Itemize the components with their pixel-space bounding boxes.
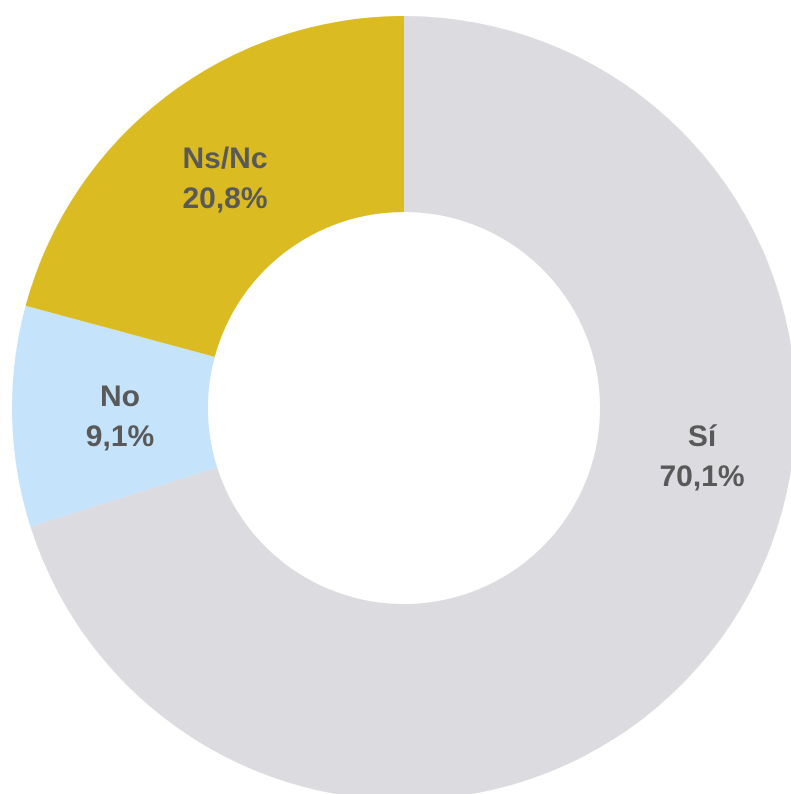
slice-category-label: Sí: [688, 420, 718, 453]
slice-category-label: No: [100, 380, 140, 413]
slice-category-label: Ns/Nc: [182, 142, 267, 175]
donut-slice: [30, 16, 791, 794]
donut-slice: [25, 16, 404, 357]
donut-slice: [11, 305, 218, 527]
slice-value-label: 70,1%: [659, 460, 744, 493]
slice-value-label: 9,1%: [86, 420, 154, 453]
slice-value-label: 20,8%: [182, 182, 267, 215]
